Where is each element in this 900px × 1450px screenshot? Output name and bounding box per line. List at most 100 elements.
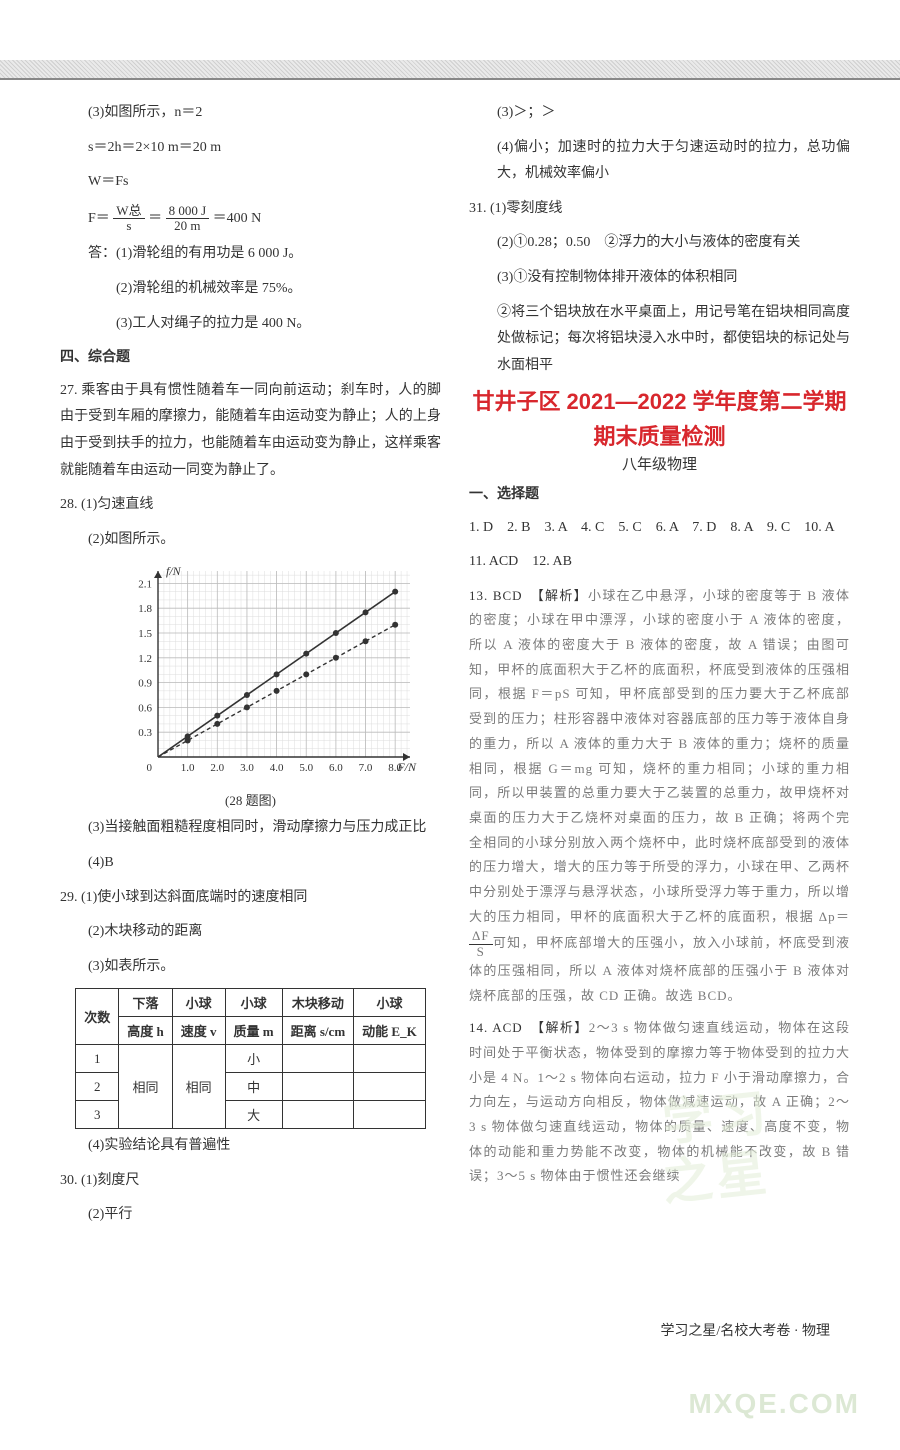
th: 下落 bbox=[119, 989, 172, 1017]
cell: 3 bbox=[76, 1101, 119, 1129]
th: 距离 s/cm bbox=[282, 1017, 354, 1045]
section-1-heading: 一、选择题 bbox=[469, 482, 850, 509]
eq3-frac2: 8 000 J 20 m bbox=[166, 204, 210, 234]
svg-text:0.3: 0.3 bbox=[138, 728, 152, 740]
right-column: (3)＞；＞ (4)偏小；加速时的拉力大于匀速运动时的拉力，总功偏大，机械效率偏… bbox=[469, 100, 850, 1237]
th-index: 次数 bbox=[76, 989, 119, 1045]
q14-head: 14. ACD 【解析】 bbox=[469, 1020, 589, 1035]
q28-chart-caption: (28 题图) bbox=[60, 790, 441, 809]
q30-p2: (2)平行 bbox=[60, 1202, 441, 1229]
q26-ans2: (2)滑轮组的机械效率是 75%。 bbox=[60, 276, 441, 303]
cell: 相同 bbox=[119, 1045, 172, 1129]
exam-subtitle: 八年级物理 bbox=[469, 453, 850, 474]
svg-text:0: 0 bbox=[147, 762, 153, 774]
cell bbox=[354, 1101, 426, 1129]
th: 动能 E_K bbox=[354, 1017, 426, 1045]
q30-p3: (3)＞；＞ bbox=[469, 100, 850, 127]
q28-p4: (4)B bbox=[60, 850, 441, 877]
q26-ans1: 答：(1)滑轮组的有用功是 6 000 J。 bbox=[60, 241, 441, 268]
table-header-row2: 高度 h 速度 v 质量 m 距离 s/cm 动能 E_K bbox=[76, 1017, 425, 1045]
svg-text:0.9: 0.9 bbox=[138, 678, 152, 690]
svg-text:1.2: 1.2 bbox=[138, 653, 152, 665]
q31-p4: ②将三个铝块放在水平桌面上，用记号笔在铝块相同高度处做标记；每次将铝块浸入水中时… bbox=[469, 300, 850, 380]
th: 小球 bbox=[225, 989, 282, 1017]
th: 高度 h bbox=[119, 1017, 172, 1045]
q13-head: 13. BCD 【解析】 bbox=[469, 588, 588, 603]
cell: 中 bbox=[225, 1073, 282, 1101]
svg-text:6.0: 6.0 bbox=[329, 762, 343, 774]
q31-p3: (3)①没有控制物体排开液体的体积相同 bbox=[469, 265, 850, 292]
q31-p1: 31. (1)零刻度线 bbox=[469, 196, 850, 223]
cell: 小 bbox=[225, 1045, 282, 1073]
page-footer: 学习之星/名校大考卷 · 物理 bbox=[660, 1320, 830, 1340]
q14-explanation: 14. ACD 【解析】2～3 s 物体做匀速直线运动，物体在这段时间处于平衡状… bbox=[469, 1016, 850, 1189]
decorative-top-border bbox=[0, 60, 900, 80]
q29-p1: 29. (1)使小球到达斜面底端时的速度相同 bbox=[60, 885, 441, 912]
th: 木块移动 bbox=[282, 989, 354, 1017]
cell: 2 bbox=[76, 1073, 119, 1101]
svg-text:f/N: f/N bbox=[166, 564, 182, 578]
exam-title-line2: 期末质量检测 bbox=[469, 422, 850, 453]
q29-p4: (4)实验结论具有普遍性 bbox=[60, 1133, 441, 1160]
frac-den: 20 m bbox=[166, 219, 210, 233]
cell bbox=[282, 1045, 354, 1073]
q13-frac-lhs: Δp＝ bbox=[819, 909, 850, 924]
th: 小球 bbox=[172, 989, 225, 1017]
q13-body: 小球在乙中悬浮，小球的密度等于 B 液体的密度；小球在甲中漂浮，小球的密度小于 … bbox=[469, 588, 850, 924]
q29-p2: (2)木块移动的距离 bbox=[60, 919, 441, 946]
q13-body2: 可知，甲杯底部增大的压强小，放入小球前，杯底受到液体的压强相同，所以 A 液体对… bbox=[469, 935, 850, 1003]
frac-den: S bbox=[469, 945, 493, 959]
section-4-heading: 四、综合题 bbox=[60, 345, 441, 372]
q29-p3: (3)如表所示。 bbox=[60, 954, 441, 981]
mcq-answers-1: 1. D 2. B 3. A 4. C 5. C 6. A 7. D 8. A … bbox=[469, 515, 850, 542]
frac-den: s bbox=[113, 219, 144, 233]
q26-eq3: F＝ W总 s ＝ 8 000 J 20 m ＝400 N bbox=[60, 204, 441, 234]
eq3-frac1: W总 s bbox=[113, 204, 144, 234]
q14-body: 2～3 s 物体做匀速直线运动，物体在这段时间处于平衡状态，物体受到的摩擦力等于… bbox=[469, 1020, 850, 1183]
two-column-layout: (3)如图所示，n＝2 s＝2h＝2×10 m＝20 m W＝Fs F＝ W总 … bbox=[0, 80, 900, 1237]
cell bbox=[354, 1045, 426, 1073]
q28-chart: 1.02.03.04.05.06.07.08.00.30.60.91.21.51… bbox=[120, 561, 441, 786]
svg-text:1.0: 1.0 bbox=[181, 762, 195, 774]
mcq-answers-2: 11. ACD 12. AB bbox=[469, 549, 850, 576]
svg-text:3.0: 3.0 bbox=[240, 762, 254, 774]
q13-frac: ΔFS bbox=[469, 929, 493, 959]
cell bbox=[282, 1073, 354, 1101]
cell: 1 bbox=[76, 1045, 119, 1073]
frac-num: W总 bbox=[113, 204, 144, 219]
q26-ans3: (3)工人对绳子的拉力是 400 N。 bbox=[60, 311, 441, 338]
cell: 相同 bbox=[172, 1045, 225, 1129]
q28-p2: (2)如图所示。 bbox=[60, 527, 441, 554]
svg-text:2.1: 2.1 bbox=[138, 579, 152, 591]
svg-text:2.0: 2.0 bbox=[210, 762, 224, 774]
left-column: (3)如图所示，n＝2 s＝2h＝2×10 m＝20 m W＝Fs F＝ W总 … bbox=[60, 100, 441, 1237]
eq3-rhs: ＝400 N bbox=[213, 211, 262, 226]
q30-p4: (4)偏小；加速时的拉力大于匀速运动时的拉力，总功偏大，机械效率偏小 bbox=[469, 135, 850, 188]
q30-p1: 30. (1)刻度尺 bbox=[60, 1168, 441, 1195]
eq3-mid: ＝ bbox=[148, 211, 162, 226]
cell bbox=[282, 1101, 354, 1129]
q26-eq1: s＝2h＝2×10 m＝20 m bbox=[60, 135, 441, 162]
q26-p3-intro: (3)如图所示，n＝2 bbox=[60, 100, 441, 127]
q28-p3: (3)当接触面粗糙程度相同时，滑动摩擦力与压力成正比 bbox=[60, 815, 441, 842]
svg-text:7.0: 7.0 bbox=[359, 762, 373, 774]
eq3-lhs: F＝ bbox=[88, 211, 110, 226]
table-header-row1: 次数 下落 小球 小球 木块移动 小球 bbox=[76, 989, 425, 1017]
svg-text:4.0: 4.0 bbox=[270, 762, 284, 774]
cell: 大 bbox=[225, 1101, 282, 1129]
q28-p1: 28. (1)匀速直线 bbox=[60, 492, 441, 519]
q27-text: 27. 乘客由于具有惯性随着车一同向前运动；刹车时，人的脚由于受到车厢的摩擦力，… bbox=[60, 378, 441, 484]
svg-text:0.6: 0.6 bbox=[138, 703, 152, 715]
svg-text:1.5: 1.5 bbox=[138, 628, 152, 640]
svg-text:F/N: F/N bbox=[396, 760, 417, 774]
watermark-bottom: MXQE.COM bbox=[688, 1388, 860, 1420]
exam-title-line1: 甘井子区 2021—2022 学年度第二学期 bbox=[469, 387, 850, 418]
q29-table: 次数 下落 小球 小球 木块移动 小球 高度 h 速度 v 质量 m 距离 s/… bbox=[75, 988, 425, 1129]
table-row: 1 相同 相同 小 bbox=[76, 1045, 425, 1073]
frac-num: ΔF bbox=[469, 929, 493, 944]
th: 小球 bbox=[354, 989, 426, 1017]
frac-num: 8 000 J bbox=[166, 204, 210, 219]
q13-explanation: 13. BCD 【解析】小球在乙中悬浮，小球的密度等于 B 液体的密度；小球在甲… bbox=[469, 584, 850, 1009]
q31-p2: (2)①0.28；0.50 ②浮力的大小与液体的密度有关 bbox=[469, 230, 850, 257]
svg-text:1.8: 1.8 bbox=[138, 604, 152, 616]
